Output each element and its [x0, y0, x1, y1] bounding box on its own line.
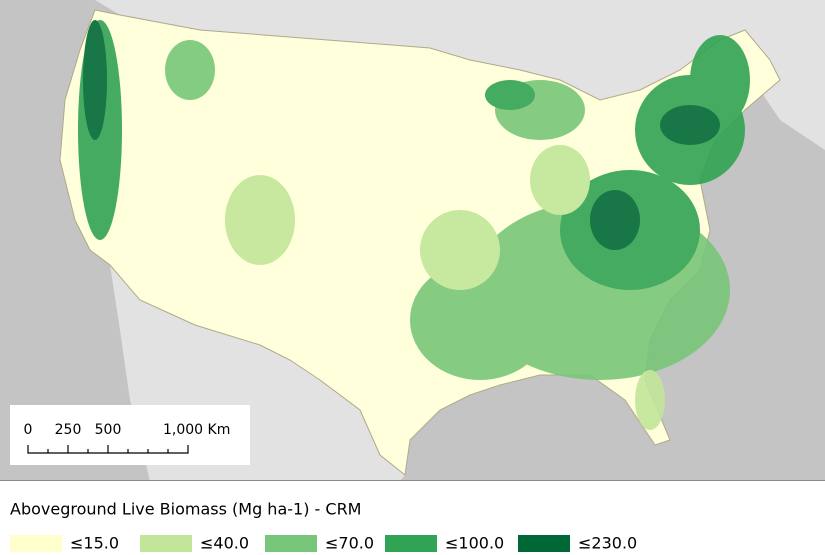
- legend-swatch: [10, 535, 62, 552]
- legend: ≤15.0 ≤40.0 ≤70.0 ≤100.0 ≤230.0: [10, 534, 637, 553]
- scale-label: 1,000 Km: [163, 422, 230, 438]
- scale-label: 0: [24, 422, 33, 438]
- legend-label: ≤230.0: [578, 534, 637, 553]
- legend-title: Aboveground Live Biomass (Mg ha-1) - CRM: [10, 500, 361, 519]
- legend-swatch: [385, 535, 437, 552]
- scale-bar-box: [10, 405, 250, 465]
- legend-swatch: [140, 535, 192, 552]
- legend-label: ≤100.0: [445, 534, 504, 553]
- legend-label: ≤15.0: [70, 534, 119, 553]
- legend-label: ≤70.0: [325, 534, 374, 553]
- canada: [0, 0, 825, 150]
- map-border: [0, 480, 825, 481]
- scale-label: 500: [95, 422, 122, 438]
- scale-bar: [27, 445, 189, 454]
- scale-label: 250: [55, 422, 82, 438]
- legend-swatch: [265, 535, 317, 552]
- biomass-overlay: [78, 20, 750, 430]
- legend-swatch: [518, 535, 570, 552]
- legend-label: ≤40.0: [200, 534, 249, 553]
